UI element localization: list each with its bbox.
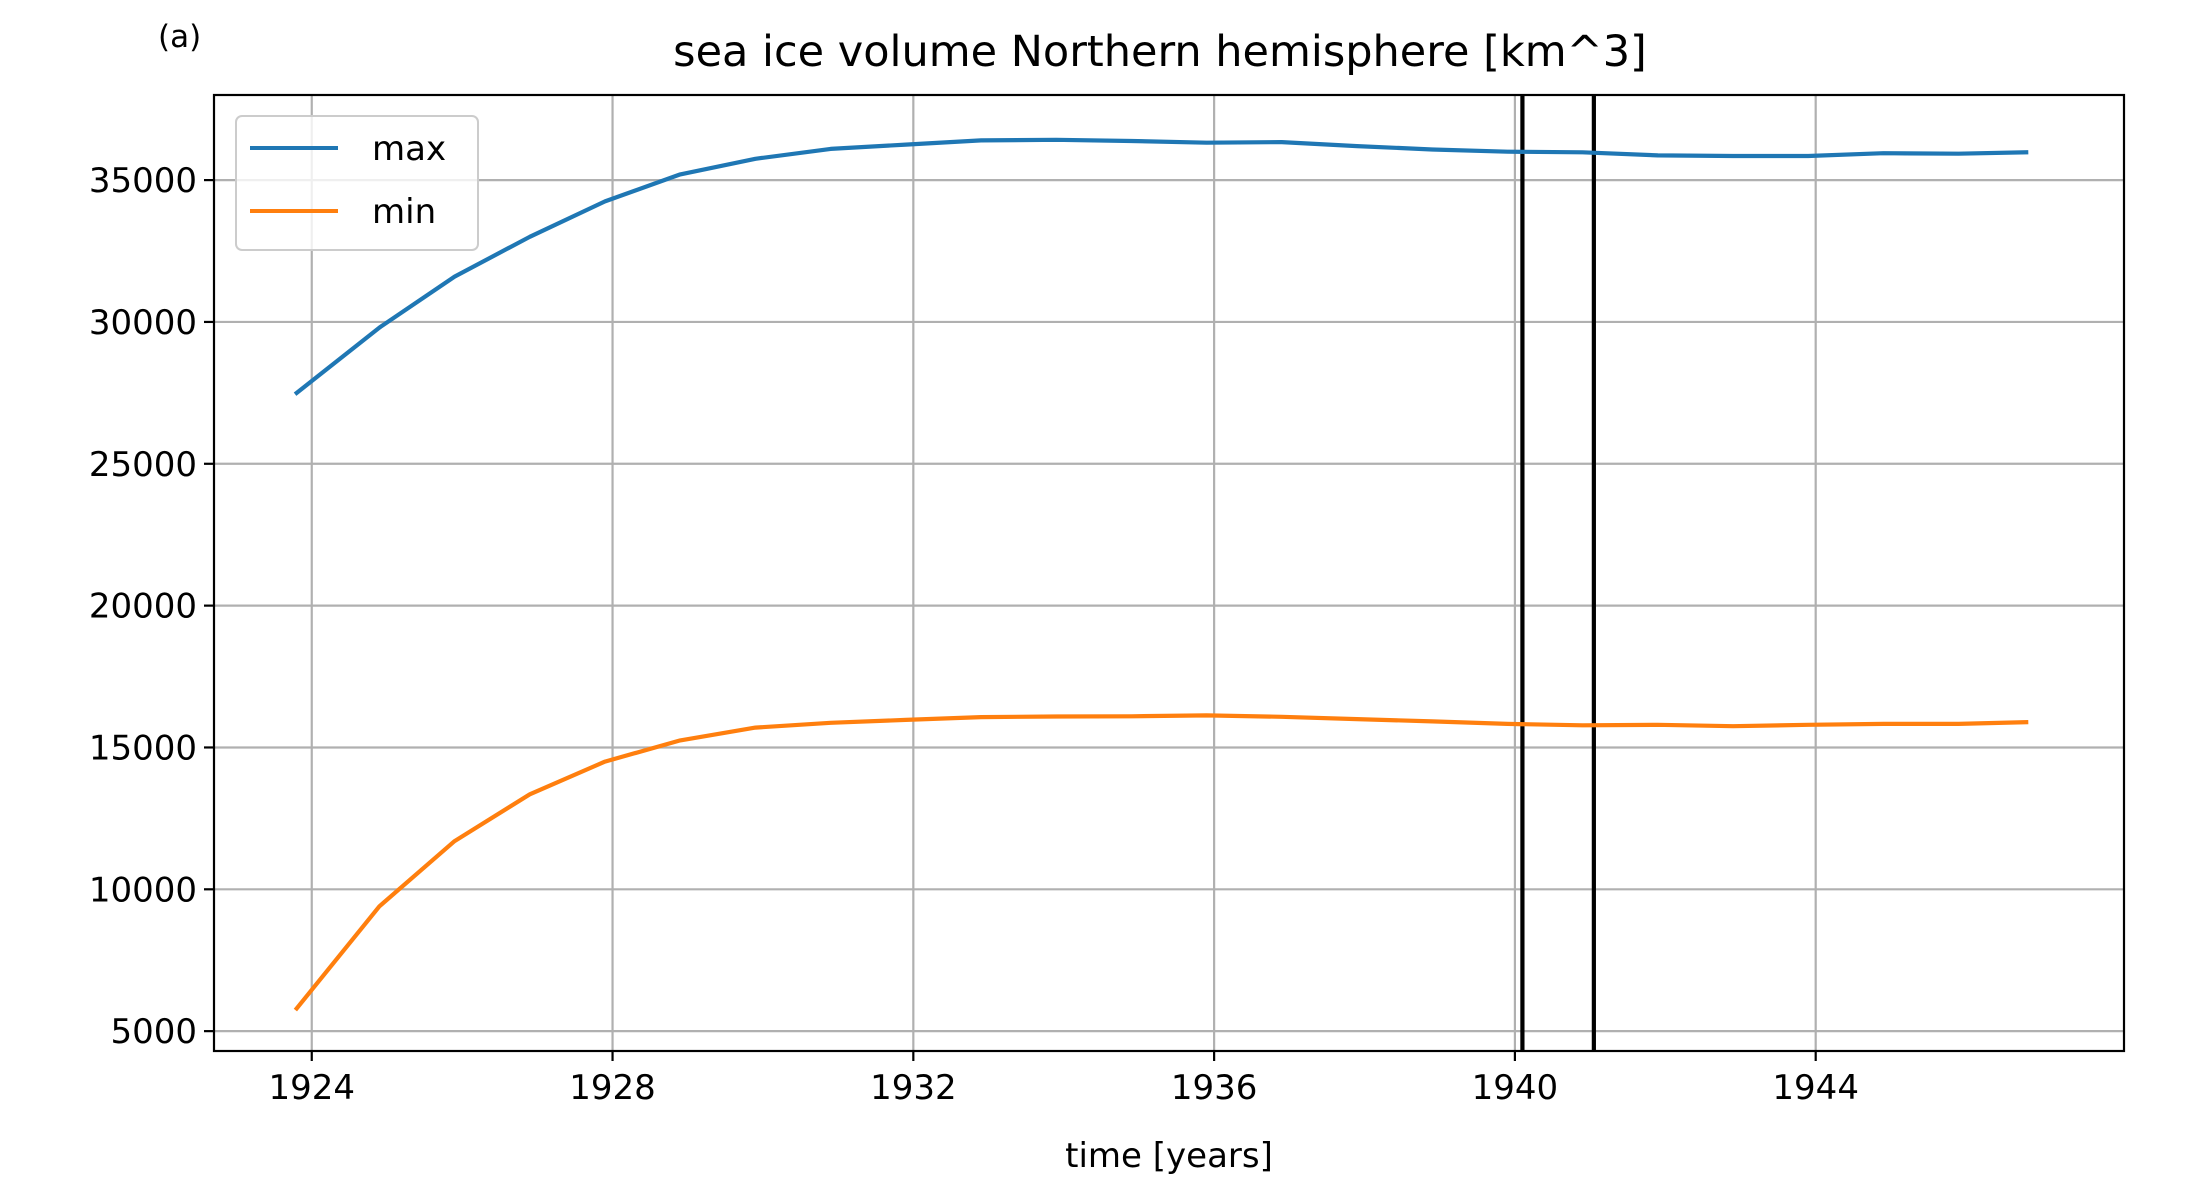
y-tick-label: 5000 — [110, 1012, 197, 1052]
x-tick-label: 1940 — [1472, 1068, 1559, 1108]
x-tick-label: 1924 — [268, 1068, 355, 1108]
legend-label-max: max — [372, 129, 446, 169]
y-tick-label: 30000 — [89, 303, 197, 343]
y-axis-ticks: 5000 10000 15000 20000 25000 30000 35000 — [89, 161, 214, 1052]
series-line-min — [293, 713, 2029, 1012]
series-lines — [293, 137, 2029, 1012]
grid — [214, 95, 2124, 1051]
y-tick-label: 10000 — [89, 870, 197, 910]
plot-frame — [212, 93, 2126, 1053]
x-axis-label: time [years] — [1065, 1136, 1273, 1176]
x-tick-label: 1932 — [870, 1068, 957, 1108]
series-line-max — [293, 137, 2029, 396]
y-tick-label: 35000 — [89, 161, 197, 201]
legend-label-min: min — [372, 192, 436, 232]
x-tick-label: 1944 — [1772, 1068, 1859, 1108]
panel-label: (a) — [158, 19, 201, 55]
x-axis-ticks: 1924 1928 1932 1936 1940 1944 — [268, 1051, 1859, 1108]
y-tick-label: 15000 — [89, 728, 197, 768]
chart-title: sea ice volume Northern hemisphere [km^3… — [673, 27, 1647, 77]
vertical-markers — [1520, 95, 1596, 1051]
legend: max min — [235, 115, 479, 251]
x-tick-label: 1928 — [569, 1068, 656, 1108]
y-tick-label: 20000 — [89, 587, 197, 627]
y-tick-label: 25000 — [89, 445, 197, 485]
x-tick-label: 1936 — [1171, 1068, 1258, 1108]
